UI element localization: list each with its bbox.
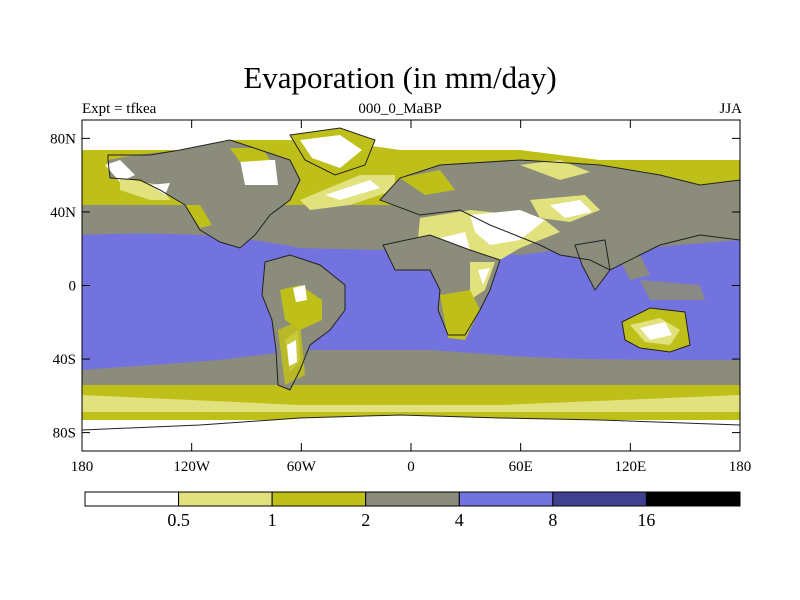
colorbar-label: 0.5 <box>167 510 190 530</box>
plot-title: Evaporation (in mm/day) <box>243 60 557 95</box>
lat-label: 80N <box>50 131 76 147</box>
colorbar-swatch <box>458 491 554 507</box>
lon-label: 60E <box>509 459 533 475</box>
colorbar-swatch <box>84 491 180 507</box>
colorbar-label: 2 <box>361 510 370 530</box>
lon-label: 60W <box>287 459 317 475</box>
colorbar-label: 4 <box>455 510 464 530</box>
lon-label: 120E <box>614 459 646 475</box>
colorbar-swatch <box>178 491 273 507</box>
evaporation-field <box>82 120 740 451</box>
colorbar-label: 16 <box>637 510 655 530</box>
lon-label: 0 <box>407 459 415 475</box>
colorbar-swatch <box>552 491 647 507</box>
lon-label: 180 <box>729 459 752 475</box>
period-label: 000_0_MaBP <box>358 101 442 117</box>
axis-ticks <box>81 120 741 451</box>
experiment-label: Expt = tfkea <box>82 101 157 117</box>
season-label: JJA <box>719 101 742 117</box>
colorbar-swatch <box>271 491 367 507</box>
lat-label: 40N <box>50 205 76 221</box>
lat-label: 0 <box>69 279 77 295</box>
lat-label: 40S <box>53 352 76 368</box>
colorbar-swatch <box>645 491 741 507</box>
colorbar-swatch <box>365 491 460 507</box>
colorbar: 0.5 1 2 4 8 16 <box>84 491 741 530</box>
colorbar-label: 1 <box>268 510 277 530</box>
lon-label: 180 <box>71 459 94 475</box>
coastlines <box>82 127 740 431</box>
axis-labels: 80N 40N 0 40S 80S 180 120W 60W 0 60E 120E 180 <box>50 131 751 475</box>
colorbar-label: 8 <box>548 510 557 530</box>
lon-label: 120W <box>173 459 211 475</box>
lat-label: 80S <box>53 426 76 442</box>
